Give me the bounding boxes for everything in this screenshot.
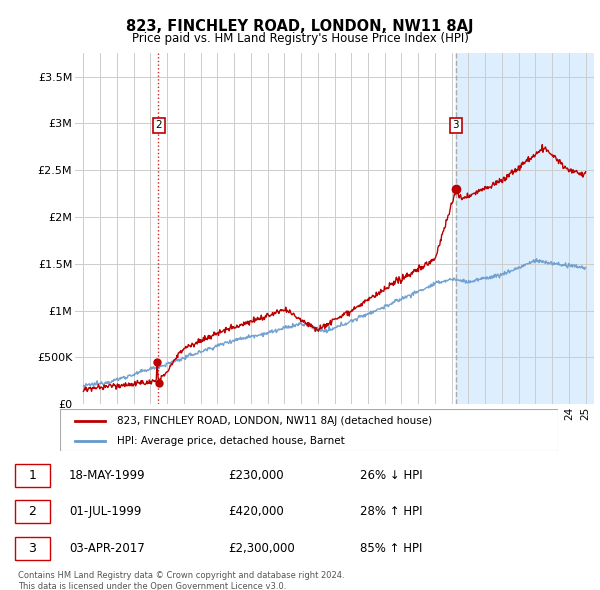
FancyBboxPatch shape bbox=[60, 409, 558, 451]
Text: 3: 3 bbox=[452, 120, 459, 130]
Text: 3: 3 bbox=[28, 542, 37, 555]
Text: 26% ↓ HPI: 26% ↓ HPI bbox=[360, 468, 422, 481]
Text: Price paid vs. HM Land Registry's House Price Index (HPI): Price paid vs. HM Land Registry's House … bbox=[131, 32, 469, 45]
Text: 2: 2 bbox=[28, 505, 37, 519]
FancyBboxPatch shape bbox=[15, 537, 50, 560]
Text: 2: 2 bbox=[155, 120, 162, 130]
Text: £230,000: £230,000 bbox=[228, 468, 284, 481]
FancyBboxPatch shape bbox=[15, 464, 50, 487]
FancyBboxPatch shape bbox=[15, 500, 50, 523]
Text: 01-JUL-1999: 01-JUL-1999 bbox=[69, 505, 142, 519]
Text: £420,000: £420,000 bbox=[228, 505, 284, 519]
Text: £2,300,000: £2,300,000 bbox=[228, 542, 295, 555]
Text: 823, FINCHLEY ROAD, LONDON, NW11 8AJ (detached house): 823, FINCHLEY ROAD, LONDON, NW11 8AJ (de… bbox=[117, 416, 433, 426]
Bar bbox=[456, 53, 594, 404]
Text: 823, FINCHLEY ROAD, LONDON, NW11 8AJ: 823, FINCHLEY ROAD, LONDON, NW11 8AJ bbox=[126, 19, 474, 34]
Text: HPI: Average price, detached house, Barnet: HPI: Average price, detached house, Barn… bbox=[117, 436, 345, 445]
Text: 28% ↑ HPI: 28% ↑ HPI bbox=[360, 505, 422, 519]
Text: 1: 1 bbox=[28, 468, 37, 481]
Text: 03-APR-2017: 03-APR-2017 bbox=[69, 542, 145, 555]
Text: Contains HM Land Registry data © Crown copyright and database right 2024.
This d: Contains HM Land Registry data © Crown c… bbox=[18, 571, 344, 590]
Text: 18-MAY-1999: 18-MAY-1999 bbox=[69, 468, 146, 481]
Text: 85% ↑ HPI: 85% ↑ HPI bbox=[360, 542, 422, 555]
